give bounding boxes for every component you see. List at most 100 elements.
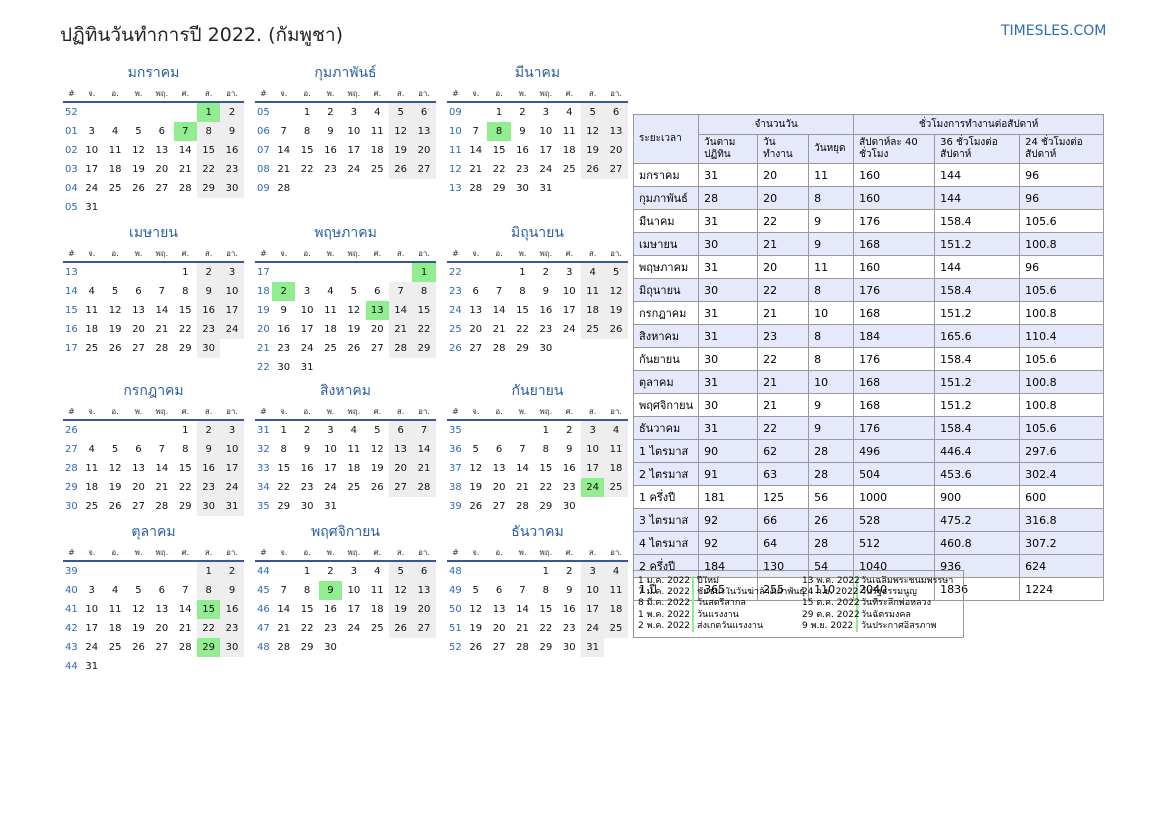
month-grid: # จ. อ. พ. พฤ. ศ. ส. อา. 17 1 18 2 3 4 5 6 7 8 19 9 10 11 12 13… (255, 244, 436, 377)
day-cell (127, 421, 150, 440)
day-cell: 8 (196, 581, 221, 600)
day-cell: 27 (388, 478, 413, 497)
value-cell: 184 (853, 324, 936, 348)
calendar-grid: มกราคม # จ. อ. พ. พฤ. ศ. ส. อา. 52 1 2 01 3 4 5 6 7 8 9 02 10… (63, 62, 629, 692)
day-cell: 9 (327, 126, 334, 137)
column-header: วันหยุด (808, 134, 855, 164)
day-cell: 26 (370, 482, 384, 493)
day-cell: 12 (580, 122, 605, 141)
weekday-header: จ. (272, 543, 296, 562)
day-cell: 7 (519, 585, 526, 596)
day-cell: 20 (155, 164, 169, 175)
value-cell: 105.6 (1019, 347, 1105, 371)
weekday-header: ศ. (173, 402, 197, 421)
weekday-header: จ. (80, 543, 104, 562)
weekday-header: # (447, 543, 464, 562)
day-cell: 7 (388, 282, 413, 301)
weekday-header: ศ. (173, 543, 197, 562)
value-cell: 30 (698, 347, 759, 371)
day-cell: 1 (542, 425, 550, 436)
day-cell: 6 (374, 286, 381, 297)
day-cell: 13 (132, 463, 145, 474)
weekday-header: อา. (220, 402, 244, 421)
value-cell: 28 (698, 186, 759, 210)
holiday-entry: 2 พ.ค. 2022 ส่งเกตวันแรงงาน (638, 620, 805, 633)
day-cell (581, 339, 604, 358)
day-cell: 18 (604, 600, 628, 619)
week-number: 10 (449, 126, 462, 137)
week-number: 37 (449, 463, 462, 474)
weekday-header: อา. (220, 84, 244, 103)
month-grid: # จ. อ. พ. พฤ. ศ. ส. อา. 35 1 2 3 4 36 5 6 7 8 9 10 11 37 12 13… (447, 402, 628, 516)
day-cell: 7 (472, 126, 479, 137)
value-cell: 307.2 (1019, 531, 1105, 555)
value-cell: 475.2 (934, 508, 1021, 532)
day-cell (150, 421, 173, 440)
day-cell: 25 (604, 619, 628, 638)
day-cell: 5 (580, 103, 605, 122)
value-cell: 21 (757, 232, 810, 256)
period-cell: สิงหาคม (632, 324, 700, 348)
value-cell: 110.4 (1019, 324, 1105, 348)
weekday-header: พ. (126, 244, 151, 263)
day-cell: 17 (580, 600, 605, 619)
day-cell: 24 (347, 623, 361, 634)
value-cell: 28 (808, 462, 855, 486)
day-cell: 28 (516, 642, 529, 653)
day-cell: 24 (539, 164, 553, 175)
day-cell (366, 358, 389, 377)
day-cell: 8 (196, 122, 221, 141)
day-cell: 20 (412, 141, 436, 160)
value-cell: 8 (808, 324, 855, 348)
holiday-day-cell: 15 (196, 600, 221, 619)
day-cell: 2 (327, 566, 334, 577)
month-grid: # จ. อ. พ. พฤ. ศ. ส. อา. 22 1 2 3 4 5 23 6 7 8 9 10 11 12 24 13… (447, 244, 628, 358)
day-cell: 15 (539, 463, 553, 474)
day-cell: 11 (108, 604, 122, 615)
day-cell: 14 (492, 305, 506, 316)
weekday-header: ส. (196, 402, 221, 421)
holiday-entry: 1 ม.ค. 2022 ปีใหม่ (638, 576, 805, 588)
day-cell: 5 (135, 585, 142, 596)
day-cell: 19 (108, 324, 122, 335)
holiday-entry: 15 ต.ค. 2022 วันที่ระลึกพ่อหลวง (802, 598, 953, 610)
day-cell: 16 (562, 463, 576, 474)
column-header: สัปดาห์ละ 40 ชั่วโมง (853, 134, 936, 164)
day-cell: 30 (196, 497, 221, 516)
table-row: 1 ไตรมาส 90 62 28 496 446.4 297.6 (632, 439, 1105, 463)
value-cell: 504 (853, 462, 936, 486)
weekday-header: จ. (272, 84, 296, 103)
day-cell: 22 (300, 623, 314, 634)
period-header: ระยะเวลา (632, 114, 700, 164)
day-cell: 9 (196, 282, 221, 301)
day-cell: 29 (196, 179, 221, 198)
day-cell: 25 (604, 478, 628, 497)
day-cell: 18 (85, 324, 99, 335)
value-cell: 105.6 (1019, 278, 1105, 302)
value-cell: 22 (757, 209, 810, 233)
week-number: 14 (65, 286, 78, 297)
value-cell: 144 (934, 163, 1021, 187)
brand-link[interactable]: TIMESLES.COM (1001, 23, 1107, 39)
value-cell: 11 (808, 163, 855, 187)
day-cell: 28 (178, 642, 192, 653)
day-cell (511, 421, 534, 440)
week-number: 43 (65, 642, 78, 653)
weekday-header: พ. (318, 84, 343, 103)
value-cell: 31 (698, 301, 759, 325)
week-number: 46 (257, 604, 270, 615)
day-cell: 5 (388, 103, 413, 122)
weekday-header: พ. (126, 402, 151, 421)
week-number: 42 (65, 623, 78, 634)
weekday-header: พฤ. (150, 543, 174, 562)
weekday-header: อา. (220, 543, 244, 562)
value-cell: 9 (808, 393, 855, 417)
value-cell: 22 (757, 416, 810, 440)
day-cell: 14 (516, 604, 529, 615)
month-grid: # จ. อ. พ. พฤ. ศ. ส. อา. 52 1 2 01 3 4 5 6 7 8 9 02 10 11 12 13… (63, 84, 244, 217)
weekday-header: อา. (604, 402, 628, 421)
value-cell: 151.2 (934, 232, 1021, 256)
day-cell (103, 263, 126, 282)
days-group-header: จำนวนวัน (698, 114, 855, 135)
day-cell: 9 (220, 581, 244, 600)
